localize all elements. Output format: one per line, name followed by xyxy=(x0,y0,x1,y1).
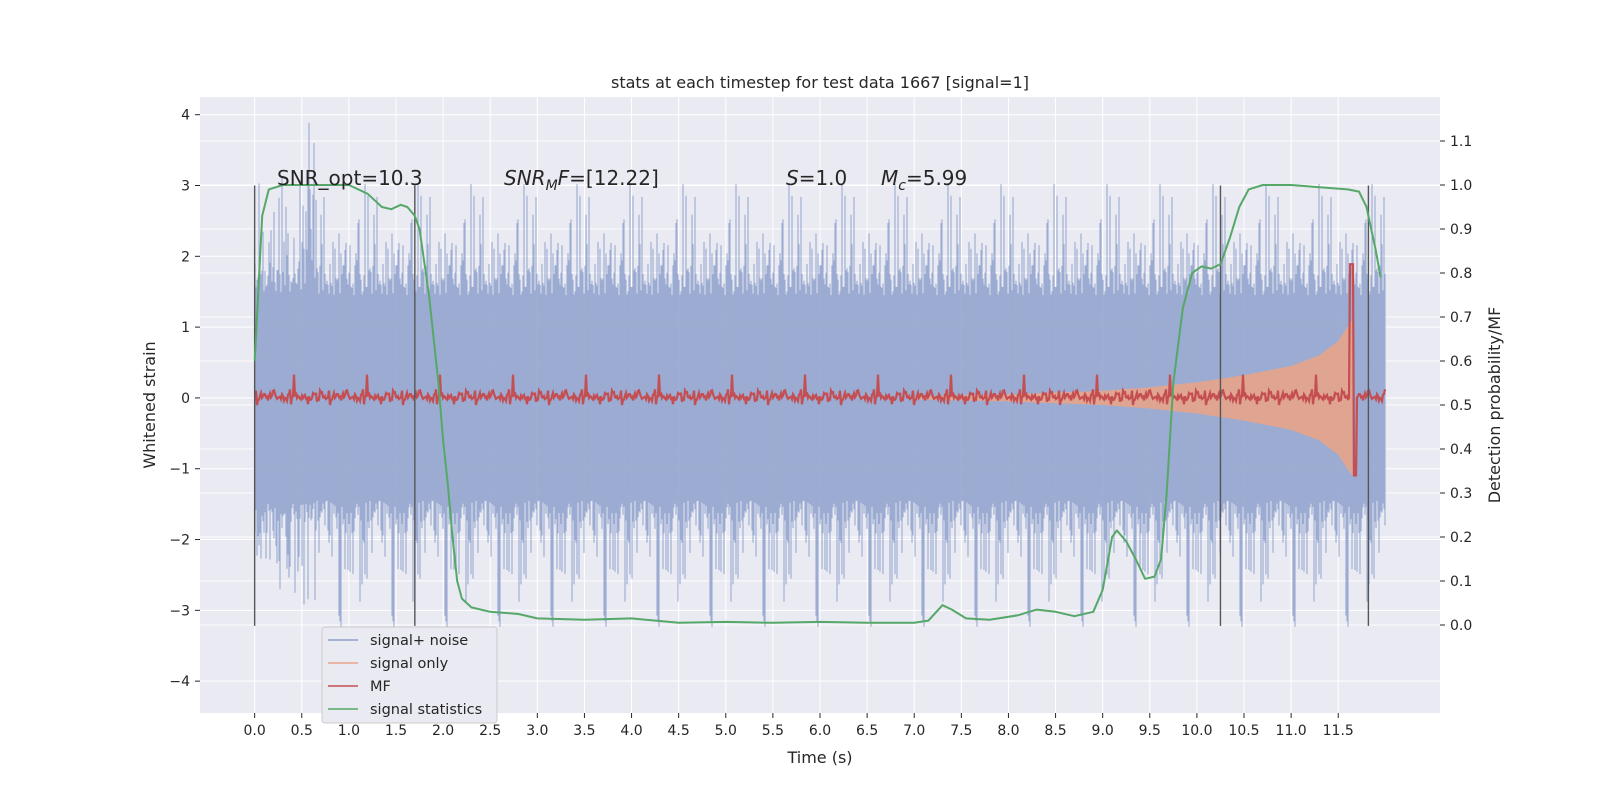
x-tick-label: 10.5 xyxy=(1228,723,1259,739)
y-right-tick-label: 1.0 xyxy=(1450,178,1472,194)
legend-label-signal-noise: signal+ noise xyxy=(370,633,468,649)
x-tick-label: 6.0 xyxy=(809,723,831,739)
annotation-mc: Mc=5.99 xyxy=(881,166,967,194)
y-right-tick-label: 0.1 xyxy=(1450,574,1472,590)
x-tick-label: 4.5 xyxy=(668,723,690,739)
y-axis-left-label: Whitened strain xyxy=(140,341,159,468)
y-left-tick-label: 3 xyxy=(181,179,190,195)
legend: signal+ noise signal only MF signal stat… xyxy=(321,626,498,724)
y-right-tick-label: 0.7 xyxy=(1450,310,1472,326)
x-tick-label: 3.5 xyxy=(573,723,595,739)
y-axis-right-label: Detection probability/MF xyxy=(1485,307,1504,504)
annotation-s: S=1.0 xyxy=(786,166,847,190)
mf-series xyxy=(253,263,1387,477)
legend-label-mf: MF xyxy=(370,679,391,695)
x-tick-label: 8.5 xyxy=(1044,723,1066,739)
y-left-ticks: 4 3 2 1 0 −1 −2 −3 −4 xyxy=(169,108,200,690)
y-left-tick-label: −1 xyxy=(169,462,190,478)
x-tick-label: 10.0 xyxy=(1181,723,1212,739)
y-right-tick-label: 0.6 xyxy=(1450,354,1472,370)
y-right-tick-label: 0.2 xyxy=(1450,530,1472,546)
y-right-tick-label: 0.4 xyxy=(1450,442,1472,458)
x-tick-label: 6.5 xyxy=(856,723,878,739)
x-tick-label: 9.0 xyxy=(1092,723,1114,739)
signal-statistics-trace xyxy=(253,184,1382,624)
annotation-snr-opt: SNR_opt=10.3 xyxy=(277,166,423,190)
x-tick-label: 5.5 xyxy=(762,723,784,739)
y-left-tick-label: 1 xyxy=(181,320,190,336)
chart-title: stats at each timestep for test data 166… xyxy=(611,73,1029,92)
legend-box xyxy=(321,626,498,724)
x-tick-label: 0.5 xyxy=(291,723,313,739)
x-tick-label: 7.0 xyxy=(903,723,925,739)
x-tick-label: 1.0 xyxy=(338,723,360,739)
signal-statistics-series xyxy=(253,184,1382,624)
y-right-tick-label: 0.3 xyxy=(1450,486,1472,502)
legend-label-signal-only: signal only xyxy=(370,656,449,672)
x-tick-label: 3.0 xyxy=(526,723,548,739)
x-axis-label: Time (s) xyxy=(786,748,852,767)
y-left-tick-label: −4 xyxy=(169,674,190,690)
legend-label-signal-statistics: signal statistics xyxy=(370,702,482,718)
y-left-tick-label: −2 xyxy=(169,533,190,549)
annotation-snr-mf: SNRMF=[12.22] xyxy=(504,166,659,194)
x-tick-label: 4.0 xyxy=(620,723,642,739)
x-tick-label: 8.0 xyxy=(997,723,1019,739)
y-right-ticks: 1.1 1.0 0.9 0.8 0.7 0.6 0.5 0.4 0.3 0.2 0.1 0.0 xyxy=(1440,134,1472,634)
x-tick-label: 11.0 xyxy=(1276,723,1307,739)
x-tick-label: 2.5 xyxy=(479,723,501,739)
x-tick-label: 11.5 xyxy=(1323,723,1354,739)
y-left-tick-label: 0 xyxy=(181,391,190,407)
y-right-tick-label: 0.0 xyxy=(1450,618,1472,634)
y-right-tick-label: 1.1 xyxy=(1450,134,1472,150)
y-right-tick-label: 0.9 xyxy=(1450,222,1472,238)
y-left-tick-label: −3 xyxy=(169,603,190,619)
y-left-tick-label: 2 xyxy=(181,249,190,265)
x-tick-label: 5.0 xyxy=(715,723,737,739)
x-tick-label: 0.0 xyxy=(244,723,266,739)
y-left-tick-label: 4 xyxy=(181,108,190,124)
y-right-tick-label: 0.8 xyxy=(1450,266,1472,282)
x-tick-label: 9.5 xyxy=(1139,723,1161,739)
x-axis-ticks: 0.0 0.5 1.0 1.5 2.0 2.5 3.0 3.5 4.0 4.5 5.0 5.5 6.0 6… xyxy=(244,713,1354,739)
x-tick-label: 1.5 xyxy=(385,723,407,739)
mf-trace xyxy=(253,263,1387,477)
x-tick-label: 7.5 xyxy=(950,723,972,739)
vertical-markers xyxy=(253,185,1370,626)
x-tick-label: 2.0 xyxy=(432,723,454,739)
y-right-tick-label: 0.5 xyxy=(1450,398,1472,414)
